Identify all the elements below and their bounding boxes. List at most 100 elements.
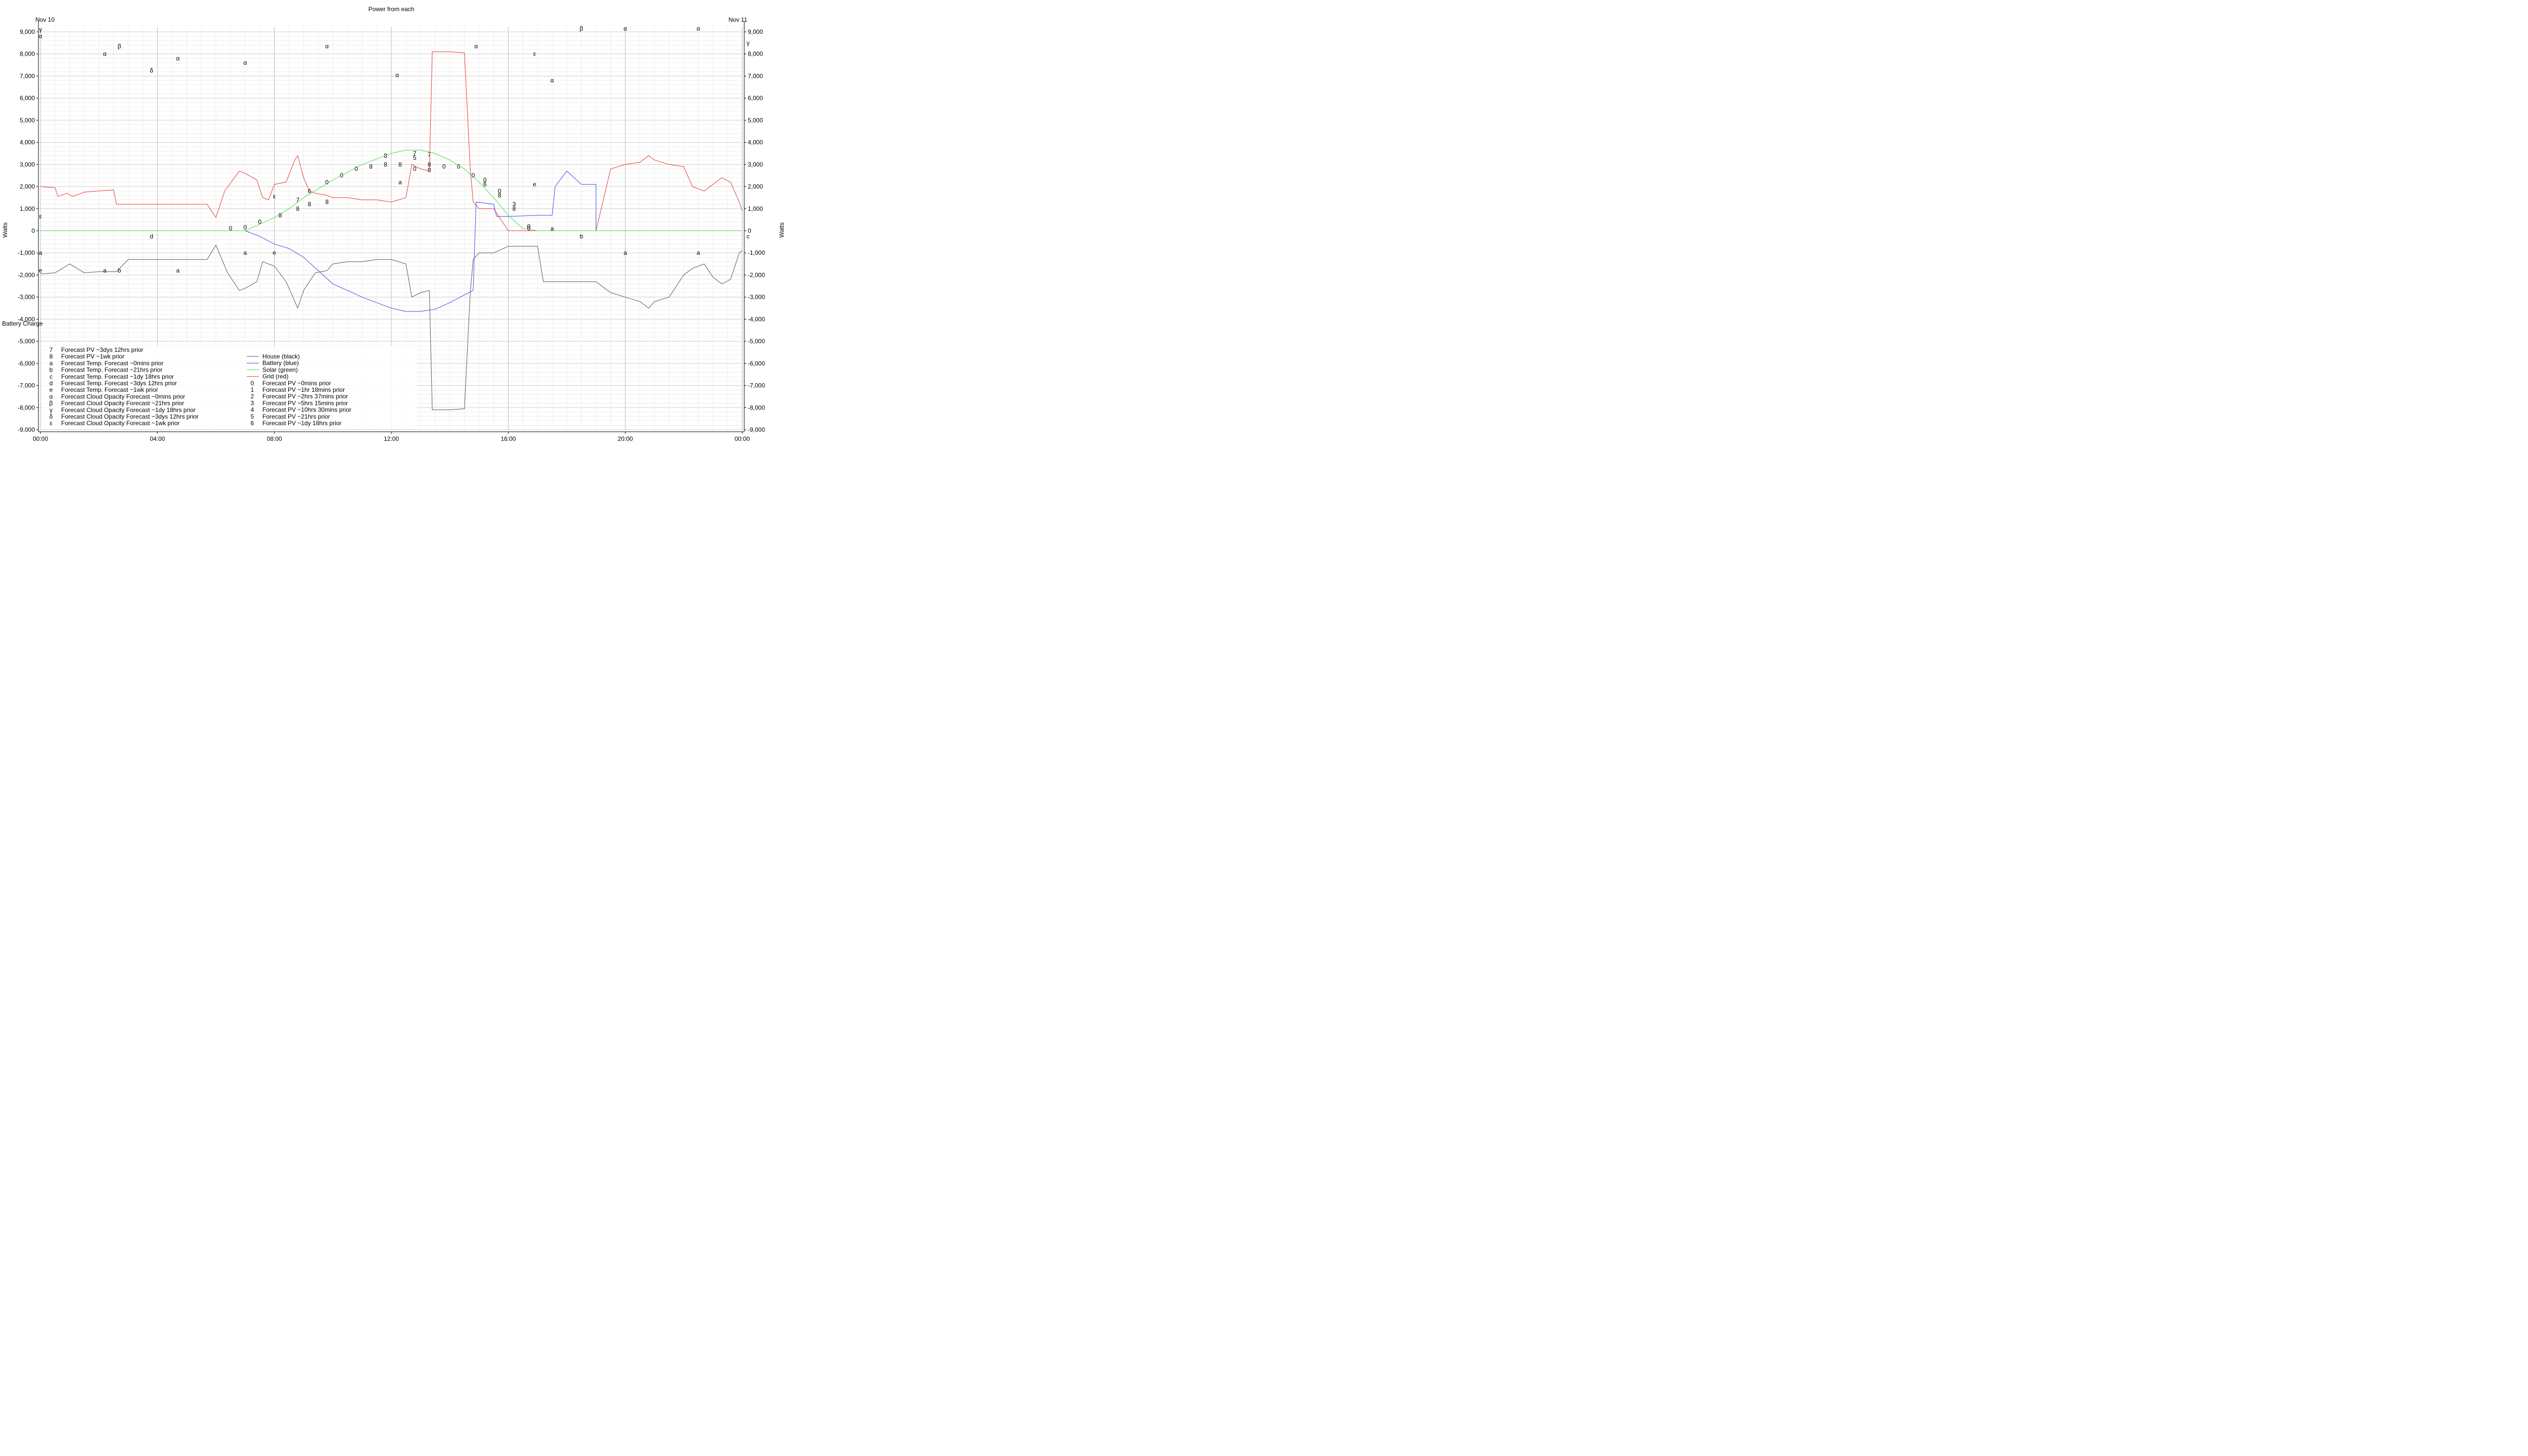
- series-marker: b: [118, 267, 121, 274]
- series-marker: γ: [39, 26, 42, 33]
- series-marker: ε: [533, 51, 536, 58]
- legend-symbol: 2: [251, 393, 254, 400]
- legend-label: Forecast Temp. Forecast ~3dys 12hrs prio…: [61, 380, 177, 387]
- legend-label: Forecast Temp. Forecast ~21hrs prior: [61, 367, 162, 374]
- series-marker: α: [623, 25, 627, 32]
- series-marker: γ: [747, 39, 750, 47]
- series-marker: 0: [243, 224, 247, 231]
- legend-label: Forecast PV ~1dy 18hrs prior: [262, 420, 341, 427]
- series-marker: 7: [296, 196, 300, 203]
- legend-label: Forecast Temp. Forecast ~0mins prior: [61, 359, 163, 367]
- series-marker: 7: [428, 151, 431, 158]
- legend-label: Forecast Cloud Opacity Forecast ~1dy 18h…: [61, 406, 196, 414]
- x-tick-label: 20:00: [618, 435, 633, 442]
- legend-label: Forecast PV ~1wk prior: [61, 353, 124, 360]
- y-tick-label: 9,000: [20, 28, 35, 35]
- series-marker: a: [39, 249, 42, 256]
- series-marker: β: [118, 42, 121, 50]
- y-tick-label-right: -3,000: [748, 294, 765, 301]
- series-marker: a: [697, 249, 700, 256]
- legend-symbol: 8: [50, 353, 53, 360]
- y-axis-label-left: Watts: [2, 222, 9, 238]
- series-marker: 8: [279, 212, 282, 219]
- x-tick-label: 12:00: [384, 435, 399, 442]
- series-marker: α: [176, 55, 179, 62]
- legend-label: House (black): [262, 353, 300, 360]
- series-marker: 0: [527, 223, 530, 230]
- series-marker: 0: [229, 225, 233, 232]
- series-solar-green: [40, 150, 742, 231]
- y-tick-label: -9,000: [18, 426, 35, 433]
- series-marker: α: [474, 42, 478, 50]
- legend-label: Grid (red): [262, 373, 288, 380]
- legend-label: Forecast Temp. Forecast ~1dy 18hrs prior: [61, 373, 174, 380]
- legend-label: Forecast PV ~1hr 18mins prior: [262, 386, 345, 393]
- series-marker: 0: [472, 172, 475, 179]
- series-marker: 8: [513, 205, 516, 212]
- legend: 7 Forecast PV ~3dys 12hrs prior 8 Forecast …: [42, 346, 417, 429]
- legend-symbol: α: [50, 393, 53, 400]
- y-tick-label-right: 5,000: [748, 117, 763, 124]
- series-house-black: [40, 244, 743, 411]
- series-marker: a: [623, 249, 627, 256]
- series-marker: d: [150, 233, 153, 240]
- series-marker: ε: [39, 213, 42, 220]
- series-marker: 0: [258, 218, 261, 225]
- series-marker: 5: [413, 154, 417, 161]
- legend-label: Solar (green): [262, 366, 298, 373]
- legend-symbol: c: [50, 373, 53, 380]
- series-marker: e: [273, 249, 276, 256]
- series-marker: α: [39, 33, 42, 40]
- series-marker: α: [103, 51, 107, 58]
- y-tick-label-right: 8,000: [748, 51, 763, 58]
- legend-label: Forecast Cloud Opacity Forecast ~0mins p…: [61, 393, 185, 400]
- series-marker: 7: [413, 150, 417, 157]
- series-marker: β: [579, 25, 583, 32]
- y-tick-label-right: 1,000: [748, 205, 763, 212]
- y-tick-label: 4,000: [20, 139, 35, 146]
- y-tick-label-right: -2,000: [748, 271, 765, 279]
- x-tick-label: 16:00: [501, 435, 516, 442]
- legend-label: Forecast PV ~21hrs prior: [262, 413, 330, 420]
- y-tick-label: -8,000: [18, 404, 35, 411]
- legend-label: Forecast PV ~3dys 12hrs prior: [61, 346, 143, 353]
- series-marker: 8: [498, 192, 502, 199]
- battery-charge-label: Battery Charge: [2, 320, 43, 327]
- y-tick-label-right: -8,000: [748, 404, 765, 411]
- series-marker: α: [243, 59, 247, 66]
- y-tick-label-right: 3,000: [748, 161, 763, 168]
- y-tick-label: 6,000: [20, 95, 35, 102]
- legend-label: Forecast Cloud Opacity Forecast ~21hrs p…: [61, 400, 184, 407]
- legend-symbol: γ: [50, 406, 53, 414]
- legend-symbol: δ: [50, 413, 53, 420]
- y-tick-label: -3,000: [18, 294, 35, 301]
- legend-label: Forecast PV ~0mins prior: [262, 380, 331, 387]
- series-marker: 8: [308, 201, 311, 208]
- y-tick-label: 0: [31, 228, 35, 235]
- y-tick-label: 3,000: [20, 161, 35, 168]
- series-marker: 0: [483, 176, 487, 184]
- y-axis-label-right: Watts: [778, 222, 785, 238]
- chart-title: Power from each: [369, 6, 415, 13]
- legend-label: Forecast PV ~2hrs 37mins prior: [262, 393, 348, 400]
- series-marker: 8: [325, 199, 329, 206]
- y-tick-label: 5,000: [20, 117, 35, 124]
- series-grid-red: [40, 51, 743, 231]
- series-marker: a: [243, 249, 247, 256]
- legend-symbol: b: [50, 367, 53, 374]
- x-tick-label: 08:00: [267, 435, 282, 442]
- x-tick-label: 00:00: [735, 435, 750, 442]
- legend-label: Forecast PV ~5hrs 15mins prior: [262, 399, 348, 406]
- y-tick-label: -1,000: [18, 249, 35, 256]
- y-tick-label: -7,000: [18, 382, 35, 389]
- legend-symbol: 6: [251, 420, 254, 427]
- series-marker: α: [395, 71, 399, 78]
- series-marker: α: [551, 77, 554, 84]
- y-tick-label-right: 2,000: [748, 183, 763, 190]
- series-marker: 0: [325, 178, 329, 186]
- y-tick-label-right: -5,000: [748, 338, 765, 345]
- series-marker: 6: [483, 181, 487, 188]
- y-tick-label-right: 7,000: [748, 72, 763, 79]
- legend-symbol: e: [50, 386, 53, 393]
